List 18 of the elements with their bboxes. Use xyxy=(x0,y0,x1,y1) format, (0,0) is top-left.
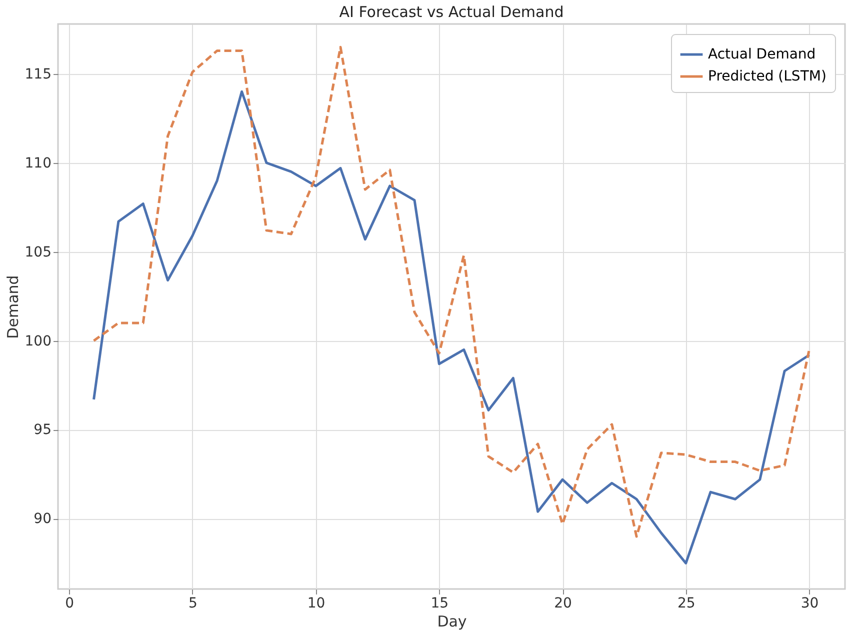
legend-label: Actual Demand xyxy=(708,46,816,62)
legend-label: Predicted (LSTM) xyxy=(708,68,826,84)
y-tick-label: 90 xyxy=(34,511,52,528)
x-tick-label: 30 xyxy=(800,596,819,612)
x-tick-label: 5 xyxy=(188,596,198,612)
y-tick-label: 95 xyxy=(34,422,52,438)
x-tick-label: 10 xyxy=(307,596,326,612)
x-tick-label: 15 xyxy=(430,596,449,612)
y-tick-label: 100 xyxy=(24,333,52,350)
y-axis-title: Demand xyxy=(4,275,22,339)
y-tick-label: 105 xyxy=(24,244,52,260)
y-tick-label: 115 xyxy=(24,66,52,82)
x-axis-title: Day xyxy=(437,612,467,630)
x-tick-label: 25 xyxy=(677,596,696,612)
y-tick-label: 110 xyxy=(24,155,52,172)
x-tick-label: 20 xyxy=(554,596,572,612)
x-tick-label: 0 xyxy=(65,596,74,612)
chart-title: AI Forecast vs Actual Demand xyxy=(339,3,564,21)
